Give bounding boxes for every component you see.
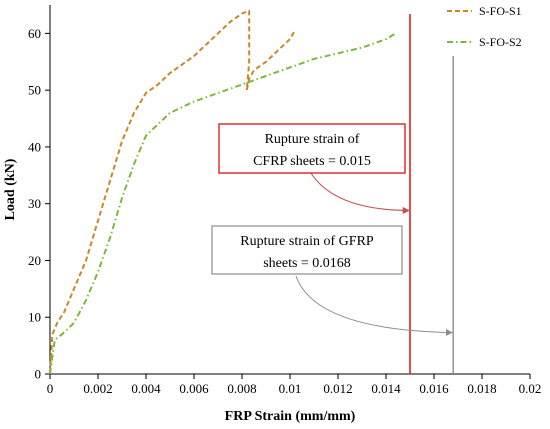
annotation-arrow <box>307 167 410 214</box>
x-axis-title: FRP Strain (mm/mm) <box>225 409 356 424</box>
legend: S-FO-S1 S-FO-S2 <box>447 4 522 49</box>
y-tick-label: 50 <box>28 83 41 98</box>
x-tick-label: 0.002 <box>83 381 112 396</box>
y-tick-label: 0 <box>35 367 42 382</box>
annotation-text: sheets = 0.0168 <box>263 256 351 271</box>
legend-label: S-FO-S1 <box>479 4 522 18</box>
y-tick-label: 10 <box>28 310 41 325</box>
y-tick-label: 30 <box>28 196 41 211</box>
legend-label: S-FO-S2 <box>479 35 522 49</box>
x-tick-label: 0.012 <box>323 381 352 396</box>
y-axis-title: Load (kN) <box>3 158 18 220</box>
cfrp-annotation: Rupture strain of CFRP sheets = 0.015 <box>218 123 410 214</box>
annotation-text: Rupture strain of GFRP <box>240 234 374 249</box>
x-tick-label: 0 <box>47 381 54 396</box>
y-tick-label: 40 <box>28 139 41 154</box>
annotation-box <box>211 225 403 275</box>
x-tick-label: 0.01 <box>279 381 302 396</box>
annotation-text: CFRP sheets = 0.015 <box>253 154 371 169</box>
annotation-text: Rupture strain of <box>265 132 360 147</box>
series-line-s-fo-s2 <box>49 32 397 375</box>
plot-area: 0 0.002 0.004 0.006 0.008 0.01 0.012 0.014 0.016… <box>28 4 541 396</box>
x-tick-label: 0.018 <box>467 381 496 396</box>
x-tick-label: 0.014 <box>371 381 401 396</box>
y-tick-label: 60 <box>28 26 41 41</box>
y-tick-label: 20 <box>28 253 41 268</box>
annotation-arrow <box>295 275 453 336</box>
x-tick-label: 0.02 <box>519 381 542 396</box>
series-line-s-fo-s1 <box>49 9 296 375</box>
x-tick-label: 0.016 <box>419 381 449 396</box>
annotation-box <box>218 123 406 174</box>
gfrp-annotation: Rupture strain of GFRP sheets = 0.0168 <box>211 225 453 336</box>
x-tick-label: 0.008 <box>227 381 256 396</box>
x-tick-label: 0.006 <box>179 381 209 396</box>
x-tick-label: 0.004 <box>131 381 161 396</box>
